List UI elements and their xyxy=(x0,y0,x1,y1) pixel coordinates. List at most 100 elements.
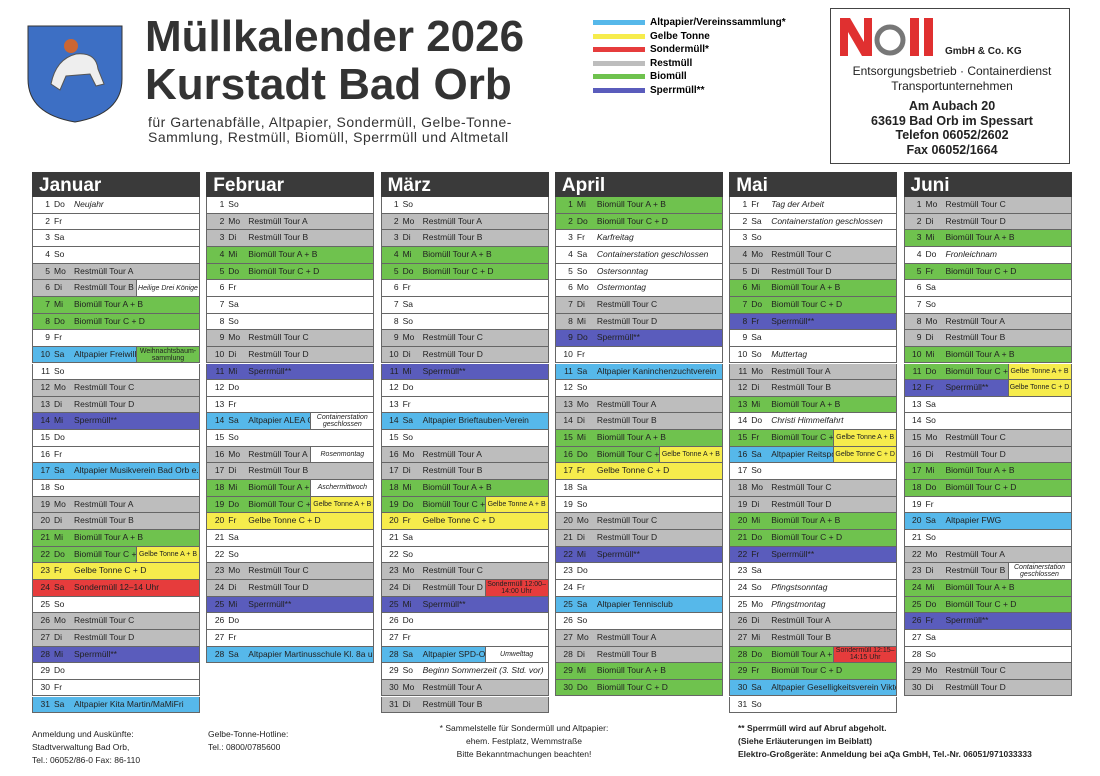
day-number: 21 xyxy=(214,532,225,542)
day-entry: Restmüll Tour D xyxy=(74,631,135,642)
day-number: 3 xyxy=(45,232,50,243)
weekday: Do xyxy=(54,548,65,559)
day-number: 18 xyxy=(40,482,50,493)
day-row: 4 Mi Biomüll Tour A + B xyxy=(206,246,375,264)
day-note: Gelbe Tonne A + B xyxy=(310,496,374,513)
day-entry xyxy=(72,247,199,263)
day-row: 14 Di Restmüll Tour B xyxy=(554,413,723,431)
day-row: 28 Mi Sperrmüll** xyxy=(32,646,200,664)
weekday: Fr xyxy=(751,548,760,559)
day-number: 12 xyxy=(214,382,225,393)
day-row: 7 Di Restmüll Tour C xyxy=(554,296,723,314)
weekday: Di xyxy=(925,681,934,692)
day-number: 17 xyxy=(563,465,573,476)
legend-label: Biomüll xyxy=(650,71,687,82)
day-number: 30 xyxy=(563,681,573,692)
day-row: 22 Mo Restmüll Tour A xyxy=(903,546,1072,564)
day-entry: Altpapier SPD-Ortsverein xyxy=(422,648,485,659)
day-entry: Biomüll Tour C + D xyxy=(74,315,145,326)
day-row: 23 Di Restmüll Tour B Containerstation gesc… xyxy=(903,563,1072,580)
day-entry xyxy=(72,214,199,230)
day-entry xyxy=(72,364,199,380)
weekday: Mi xyxy=(228,598,238,609)
weekday: Mo xyxy=(751,365,763,376)
weekday: Sa xyxy=(751,448,762,459)
day-row: 15 Mi Biomüll Tour A + B xyxy=(554,430,723,447)
day-number: 23 xyxy=(737,565,748,576)
day-entry: Biomüll Tour A + B xyxy=(771,648,833,659)
day-entry xyxy=(246,547,373,563)
day-entry: Biomüll Tour C + D xyxy=(74,548,136,559)
day-row: 19 Mo Restmüll Tour A xyxy=(32,496,200,514)
weekday: Mi xyxy=(228,482,238,493)
legend-item: Biomüll xyxy=(593,70,687,83)
day-row: 2 Do Biomüll Tour C + D xyxy=(554,213,723,231)
weekday: Di xyxy=(54,398,63,409)
weekday: Mo xyxy=(751,482,763,493)
day-entry: Restmüll Tour D xyxy=(74,398,135,409)
weekday: Mo xyxy=(402,565,415,576)
day-number: 20 xyxy=(563,515,573,526)
day-entry: Altpapier Tennisclub xyxy=(596,598,673,609)
day-number: 17 xyxy=(389,465,399,476)
day-row: 7 So xyxy=(903,296,1072,314)
weekday: Mi xyxy=(54,648,63,659)
day-number: 24 xyxy=(389,581,399,592)
day-row: 24 Fr xyxy=(554,579,723,597)
footer-line: ** Sperrmüll wird auf Abruf abgeholt. xyxy=(738,723,887,733)
day-number: 12 xyxy=(737,382,748,393)
day-row: 21 Mi Biomüll Tour A + B xyxy=(32,530,200,547)
day-entry: Restmüll Tour D xyxy=(945,215,1006,226)
day-number: 21 xyxy=(389,532,399,542)
day-number: 27 xyxy=(214,631,225,642)
day-row: 6 Di Restmüll Tour B Heilige Drei Könige xyxy=(32,280,200,297)
day-row: 31 Sa Altpapier Kita Martin/MaMiFri xyxy=(32,696,200,714)
day-row: 12 Fr Sperrmüll** Gelbe Tonne C + D xyxy=(903,380,1072,397)
weekday: Do xyxy=(751,648,763,659)
weekday: Di xyxy=(925,565,934,576)
day-row: 21 Do Biomüll Tour C + D xyxy=(729,530,898,547)
day-row: 1 So xyxy=(206,197,375,214)
day-number: 20 xyxy=(214,515,225,526)
day-number: 10 xyxy=(563,348,573,359)
day-number: 9 xyxy=(219,332,225,343)
weekday: Sa xyxy=(925,398,936,409)
day-number: 21 xyxy=(40,532,50,542)
weekday: So xyxy=(576,498,588,509)
day-row: 25 Sa Altpapier Tennisclub xyxy=(554,596,723,614)
weekday: Di xyxy=(576,532,585,542)
day-number: 3 xyxy=(916,232,922,243)
weekday: Do xyxy=(228,265,240,276)
day-row: 2 Fr xyxy=(32,213,200,231)
day-note: Containerstation geschlossen xyxy=(1007,563,1071,579)
weekday: Di xyxy=(54,631,63,642)
day-number: 13 xyxy=(563,398,573,409)
day-row: 1 Mi Biomüll Tour A + B xyxy=(554,197,723,214)
weekday: Mi xyxy=(576,315,586,326)
day-row: 4 Sa Containerstation geschlossen xyxy=(554,246,723,264)
weekday: Sa xyxy=(925,515,936,526)
day-row: 21 So xyxy=(903,530,1072,547)
day-number: 22 xyxy=(563,548,573,559)
weekday: Di xyxy=(576,415,585,426)
day-number: 1 xyxy=(568,199,573,209)
day-number: 10 xyxy=(389,348,399,359)
day-row: 23 Fr Gelbe Tonne C + D xyxy=(32,563,200,580)
day-entry: Restmüll Tour D xyxy=(596,315,658,326)
weekday: Mi xyxy=(925,581,935,592)
weekday: Fr xyxy=(925,615,934,626)
weekday: Mi xyxy=(402,248,412,259)
day-row: 14 So xyxy=(903,413,1072,431)
weekday: Mi xyxy=(925,348,935,359)
day-row: 13 Di Restmüll Tour D xyxy=(32,396,200,414)
day-number: 7 xyxy=(916,298,922,309)
weekday: Di xyxy=(402,581,411,592)
day-entry: Biomüll Tour A + B xyxy=(771,515,841,526)
day-note: Weihnachtsbaum-sammlung xyxy=(136,346,199,363)
day-number: 4 xyxy=(916,248,922,259)
day-number: 11 xyxy=(912,365,922,376)
day-entry: Pfingstsonntag xyxy=(771,581,828,592)
day-row: 29 So Beginn Sommerzeit (3. Std. vor) xyxy=(380,663,549,680)
